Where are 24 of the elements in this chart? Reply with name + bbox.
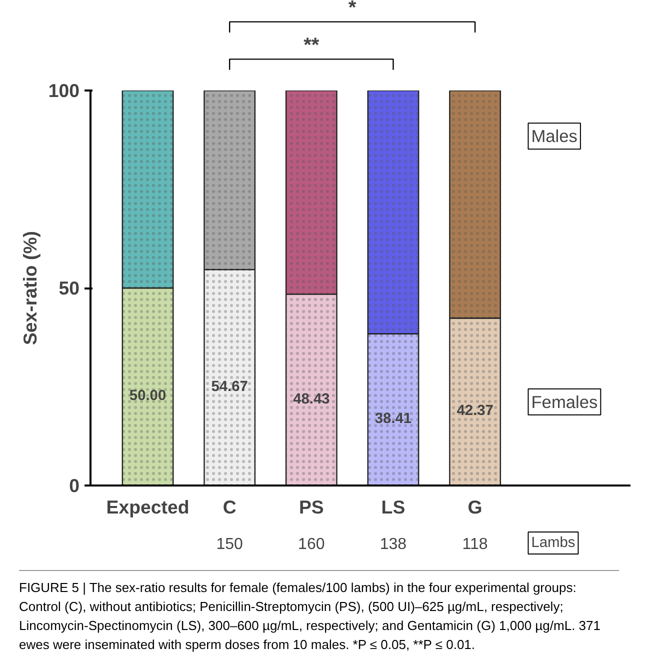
x-tick-label: C [222, 496, 236, 518]
x-tick-label: G [468, 496, 482, 518]
caption: FIGURE 5 | The sex-ratio results for female (females/100 lambs) in the four experimental groups: Control (C), without antibiotics; Penicillin-Streptomycin (PS), (500 UI)–625 µg/mL, respectively; Lincomycin-Spectinomycin (LS), 300–600 µg/mL, respectively; and Gentamicin (G) 1,000 µg/mL. 371 ewes were inseminated with sperm doses from 10 males. *P ≤ 0.05, **P ≤ 0.01. [19, 570, 619, 654]
text: ** [304, 34, 320, 56]
x-tick-label: Expected [106, 496, 190, 518]
data-label: 48.43 [293, 391, 330, 408]
y-tick-label: 100 [48, 80, 80, 101]
series-label: Females [531, 392, 598, 412]
y-axis-title: Sex-ratio (%) [19, 230, 40, 346]
text: * [348, 0, 356, 20]
data-label: 38.41 [374, 411, 412, 428]
y-tick-label: 50 [58, 278, 80, 298]
text: 160 [298, 536, 325, 553]
data-label: 54.67 [211, 378, 248, 395]
text: 150 [216, 536, 244, 553]
text: Lambs [531, 535, 576, 551]
data-label: 50.00 [129, 388, 166, 404]
x-tick-label: LS [381, 496, 406, 518]
data-label: 42.37 [456, 403, 494, 420]
text: 118 [462, 536, 488, 553]
y-tick-label: 0 [69, 475, 80, 496]
text: 138 [380, 536, 407, 553]
series-label: Males [531, 126, 578, 146]
x-tick-label: PS [298, 496, 324, 518]
